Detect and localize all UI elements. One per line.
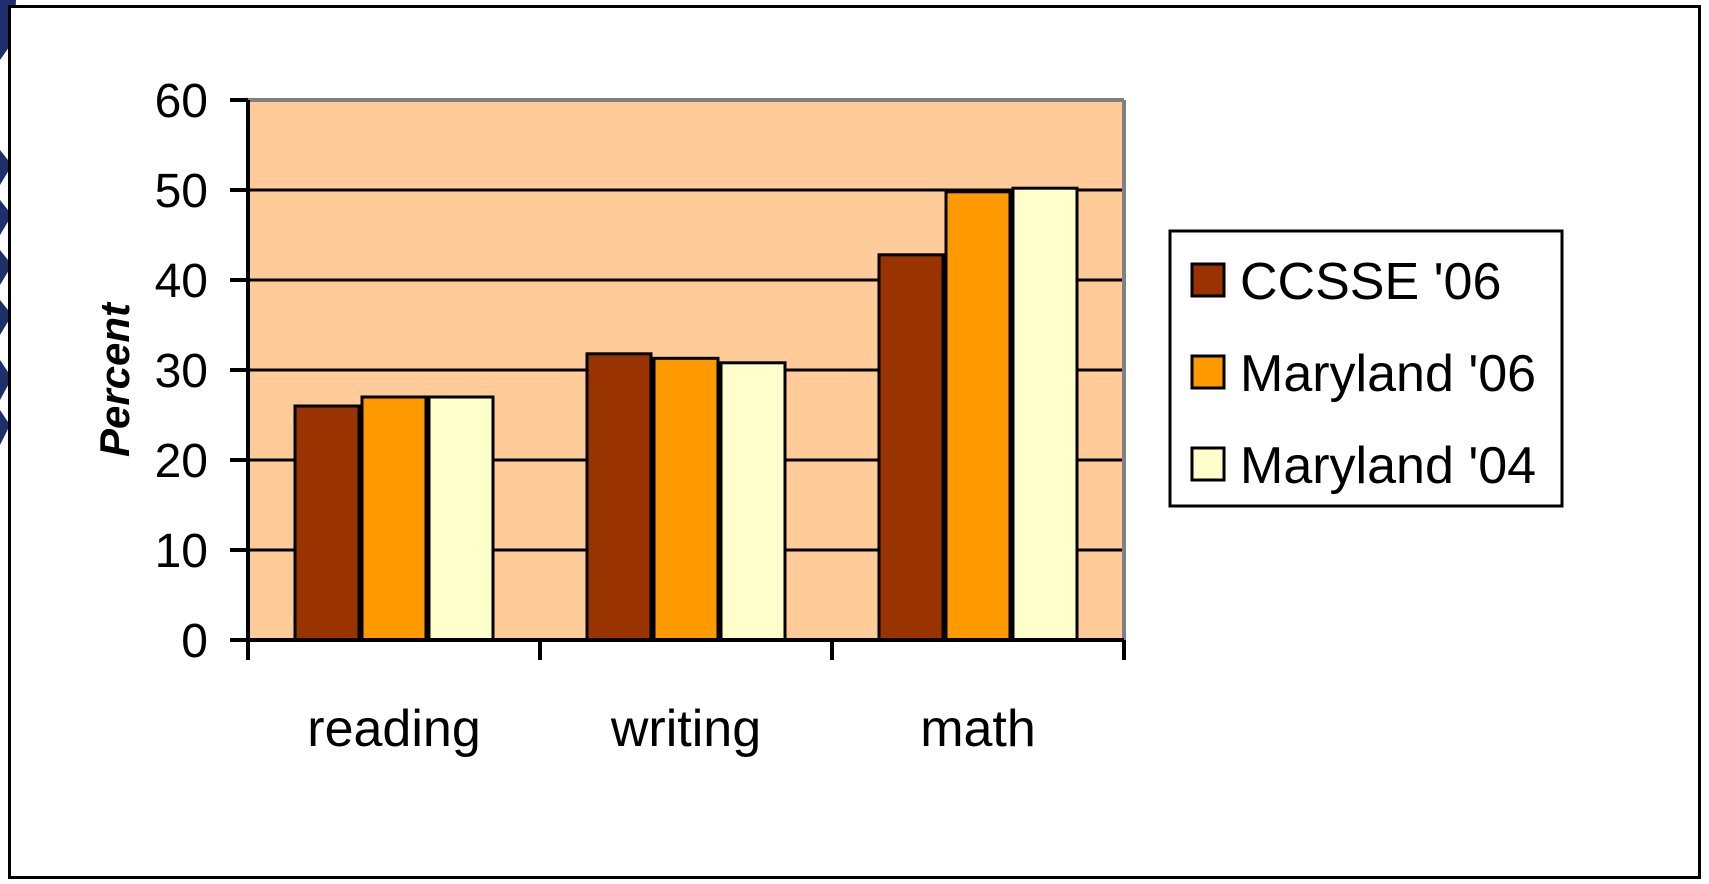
legend-swatch-1 — [1192, 356, 1224, 388]
legend-label-0: CCSSE '06 — [1240, 253, 1501, 311]
bar-math-2 — [1013, 188, 1077, 640]
y-tick-labels: 0 10 20 30 40 50 60 — [155, 75, 208, 668]
bar-math-1 — [946, 192, 1010, 640]
legend-swatch-2 — [1192, 448, 1224, 480]
y-tick-label: 10 — [155, 525, 208, 578]
y-tick-label: 0 — [181, 615, 208, 668]
x-tick-label-math: math — [920, 700, 1036, 758]
y-tick-label: 60 — [155, 75, 208, 128]
legend-label-1: Maryland '06 — [1240, 345, 1536, 403]
bar-chart: 0 10 20 30 40 50 60 reading writing math Percent… — [11, 8, 1698, 876]
bar-writing-2 — [721, 363, 785, 640]
bar-writing-1 — [654, 358, 718, 640]
bar-writing-0 — [587, 354, 651, 640]
legend-label-2: Maryland '04 — [1240, 437, 1536, 495]
bar-reading-0 — [295, 406, 359, 640]
legend-swatch-0 — [1192, 264, 1224, 296]
y-tick-label: 20 — [155, 435, 208, 488]
x-tick-labels: reading writing math — [307, 700, 1036, 758]
chart-frame: 0 10 20 30 40 50 60 reading writing math Percent… — [8, 5, 1701, 879]
y-axis-label: Percent — [91, 301, 138, 457]
legend: CCSSE '06 Maryland '06 Maryland '04 — [1170, 231, 1562, 506]
bar-math-0 — [879, 255, 943, 640]
y-tick-label: 50 — [155, 165, 208, 218]
y-tick-label: 40 — [155, 255, 208, 308]
bar-reading-2 — [429, 397, 493, 640]
x-tick-label-reading: reading — [307, 700, 480, 758]
y-tick-label: 30 — [155, 345, 208, 398]
bar-reading-1 — [362, 397, 426, 640]
x-tick-label-writing: writing — [610, 700, 761, 758]
